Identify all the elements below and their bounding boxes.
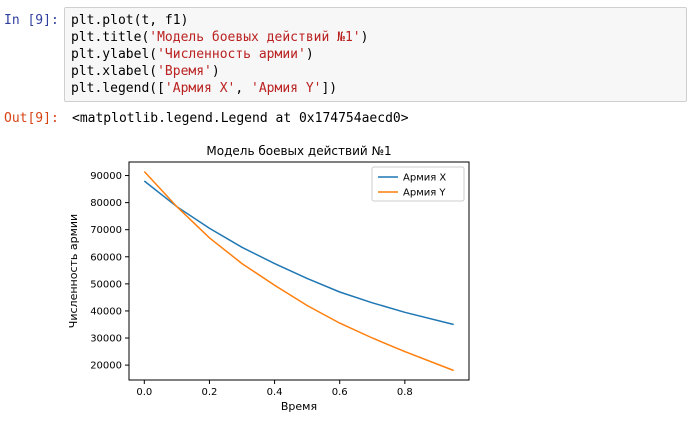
code-token: ) [211,64,220,79]
code-token: 'Численность армии' [157,47,306,62]
code-token: 'Модель боевых действий №1' [149,30,361,45]
y-tick-label: 30000 [90,334,122,345]
output-text: <matplotlib.legend.Legend at 0x174754aec… [72,111,409,126]
x-tick-label: 0.2 [201,387,217,398]
code-token: 'Время' [157,64,212,79]
code-input-cell[interactable]: plt.plot(t, f1) plt.title('Модель боевых… [64,7,687,102]
code-token: plt.ylabel( [71,47,158,62]
y-tick-label: 70000 [90,225,122,236]
legend-label: Армия Y [403,188,446,199]
x-tick-label: 0.6 [332,387,348,398]
code-line: plt.legend(['Армия X', 'Армия Y']) [71,81,337,96]
x-tick-label: 0.0 [136,387,152,398]
line-chart: Модель боевых действий №1 0.0 0.2 0.4 0.6 0.8… [67,144,470,413]
code-line: plt.title('Модель боевых действий №1') [71,30,368,45]
x-axis-label: Время [281,400,317,413]
y-tick-label: 20000 [90,361,122,372]
code-token: , [235,81,252,96]
x-tick-label: 0.4 [267,387,283,398]
code-token: plt.title( [71,30,150,45]
y-tick-label: 80000 [90,198,122,209]
code-token: ) [305,47,314,62]
code-token: ]) [321,81,338,96]
chart-title: Модель боевых действий №1 [206,144,391,158]
code-token: plt.xlabel( [71,64,158,79]
legend-label: Армия X [403,173,446,184]
y-tick-label: 40000 [90,306,122,317]
code-line: plt.ylabel('Численность армии') [71,47,314,62]
code-editor[interactable]: plt.plot(t, f1) plt.title('Модель боевых… [71,12,368,97]
y-tick-label: 50000 [90,279,122,290]
code-token: 'Армия Y' [251,81,322,96]
y-tick-label: 90000 [90,171,122,182]
code-token: plt.legend([ [71,81,165,96]
y-tick-label: 60000 [90,252,122,263]
code-token: plt.plot(t, f1) [71,13,189,28]
code-token: ) [360,30,369,45]
code-line: plt.plot(t, f1) [71,13,188,28]
code-token: 'Армия X' [164,81,236,96]
series-line [143,180,454,326]
x-tick-label: 0.8 [397,387,413,398]
y-axis-label: Численность армии [67,214,80,328]
code-line: plt.xlabel('Время') [71,64,220,79]
series-line [143,170,454,372]
input-prompt: In [9]: [4,13,59,28]
output-prompt: Out[9]: [4,111,59,126]
